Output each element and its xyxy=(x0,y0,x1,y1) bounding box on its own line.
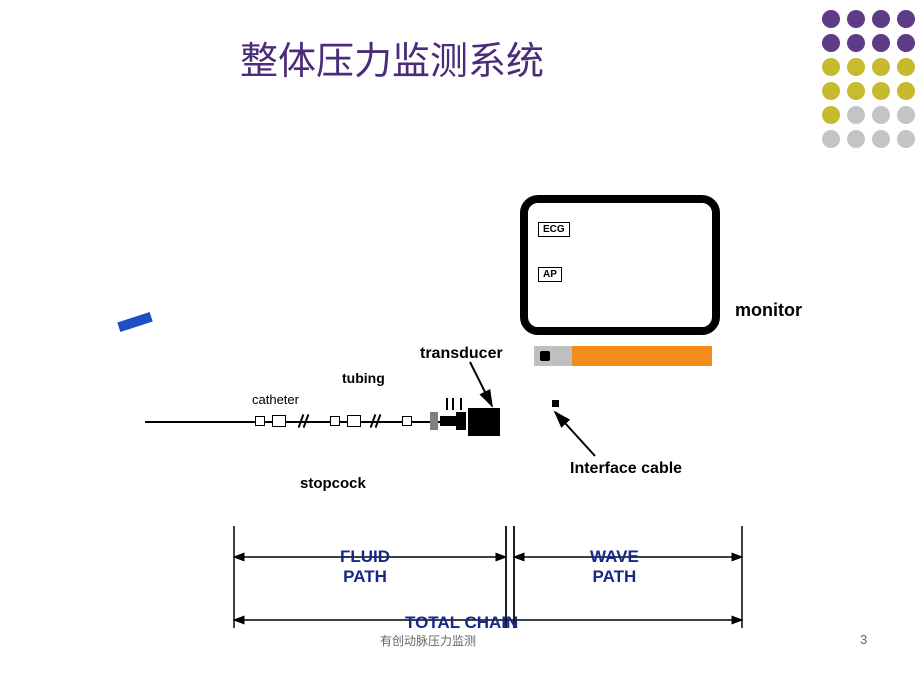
decor-dot xyxy=(822,82,840,100)
transducer-box xyxy=(468,408,500,436)
decor-dot xyxy=(897,82,915,100)
decor-dot xyxy=(847,130,865,148)
monitor-frame xyxy=(520,195,720,335)
line-break xyxy=(300,414,308,428)
transducer-segment xyxy=(430,412,438,430)
wave-path-label: WAVE PATH xyxy=(590,547,639,587)
decor-dot xyxy=(822,130,840,148)
decor-dot xyxy=(872,82,890,100)
catheter-label: catheter xyxy=(252,392,299,407)
decor-dot xyxy=(897,10,915,28)
decor-dot xyxy=(822,106,840,124)
transducer-pin xyxy=(460,398,462,410)
total-chain-label: TOTAL CHAIN xyxy=(405,613,518,633)
transducer-segment xyxy=(440,416,456,426)
decor-dot xyxy=(847,82,865,100)
fluid-path-label: FLUID PATH xyxy=(340,547,390,587)
connector-box xyxy=(402,416,412,426)
decor-dot xyxy=(872,34,890,52)
decor-dot xyxy=(872,58,890,76)
decor-dot xyxy=(847,58,865,76)
decor-dot xyxy=(897,130,915,148)
connector-box xyxy=(347,415,361,427)
transducer-pin xyxy=(446,398,448,410)
page-number: 3 xyxy=(860,632,867,647)
stopcock-label: stopcock xyxy=(300,475,366,492)
line-break xyxy=(372,414,380,428)
transducer-pin xyxy=(452,398,454,410)
page-title: 整体压力监测系统 xyxy=(240,30,544,85)
monitor-base-orange xyxy=(572,346,712,366)
blue-bar xyxy=(117,312,152,332)
decor-dot xyxy=(897,106,915,124)
decor-dot xyxy=(897,58,915,76)
decor-dot xyxy=(847,106,865,124)
monitor-knob-icon xyxy=(538,348,552,368)
transducer-segment xyxy=(456,412,466,430)
decor-dot xyxy=(872,106,890,124)
ap-label-box: AP xyxy=(538,267,562,282)
ecg-label-box: ECG xyxy=(538,222,570,237)
decor-dot xyxy=(822,34,840,52)
connector-box xyxy=(272,415,286,427)
interface-cable-label: Interface cable xyxy=(570,460,682,478)
decor-dot xyxy=(897,34,915,52)
tubing-label: tubing xyxy=(342,370,385,386)
cable-dot xyxy=(552,400,559,407)
decor-dot xyxy=(847,10,865,28)
connector-box xyxy=(330,416,340,426)
decor-dot xyxy=(847,34,865,52)
decor-dot xyxy=(822,10,840,28)
decor-dot xyxy=(872,10,890,28)
monitor-label: monitor xyxy=(735,300,802,321)
transducer-label: transducer xyxy=(420,345,503,363)
footer-caption: 有创动脉压力监测 xyxy=(380,632,476,649)
decor-dot xyxy=(872,130,890,148)
decor-dot xyxy=(822,58,840,76)
connector-box xyxy=(255,416,265,426)
